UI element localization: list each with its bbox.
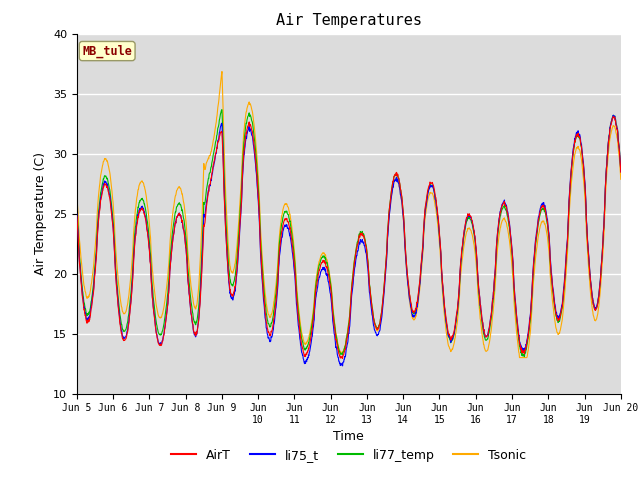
AirT [505,216,513,221]
li75_t [255,204,262,210]
AirT [73,214,81,219]
AirT [553,312,561,318]
AirT [617,169,625,175]
Title: Air Temperatures: Air Temperatures [276,13,422,28]
li77_temp [218,107,226,113]
li75_t [339,363,346,369]
li77_temp [73,207,81,213]
li75_t [553,310,561,315]
li75_t [73,211,81,217]
AirT [255,200,262,205]
AirT [180,232,188,238]
li77_temp [255,199,263,204]
Tsonic [516,355,524,360]
Tsonic [255,188,263,194]
li77_temp [194,312,202,318]
Tsonic [180,205,188,211]
li77_temp [180,222,188,228]
Tsonic [617,177,625,182]
Line: li77_temp: li77_temp [77,110,621,357]
AirT [339,356,346,361]
Line: Tsonic: Tsonic [77,72,621,358]
li77_temp [520,354,528,360]
li77_temp [617,167,625,173]
Line: li75_t: li75_t [77,115,621,366]
Tsonic [434,219,442,225]
li77_temp [505,219,513,225]
Tsonic [505,231,513,237]
Tsonic [218,69,226,74]
Tsonic [553,329,561,335]
Text: MB_tule: MB_tule [82,44,132,58]
Y-axis label: Air Temperature (C): Air Temperature (C) [35,152,47,275]
li75_t [505,214,513,219]
AirT [609,114,617,120]
li75_t [180,233,188,239]
li77_temp [434,211,442,217]
Tsonic [73,191,81,197]
li75_t [617,169,625,175]
Tsonic [194,294,202,300]
Line: AirT: AirT [77,117,621,359]
li75_t [434,211,442,217]
AirT [434,208,442,214]
li75_t [609,112,617,118]
Legend: AirT, li75_t, li77_temp, Tsonic: AirT, li75_t, li77_temp, Tsonic [166,444,531,467]
AirT [194,324,202,330]
X-axis label: Time: Time [333,431,364,444]
li77_temp [553,317,561,323]
li75_t [194,324,202,329]
